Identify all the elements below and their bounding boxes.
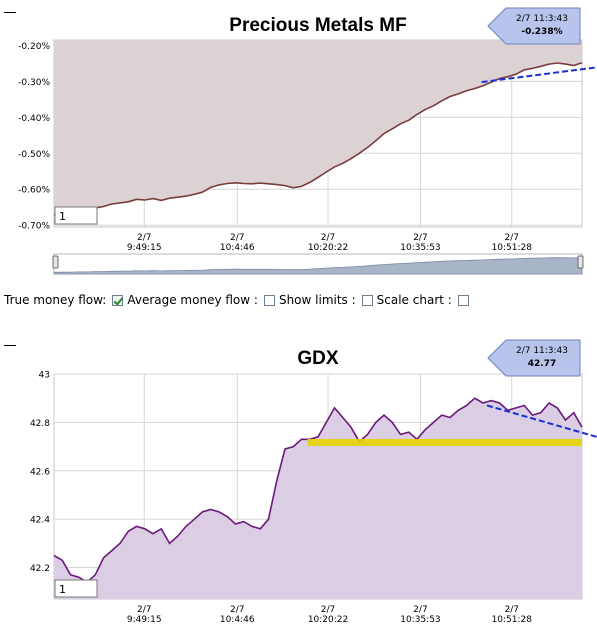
- y-tick-label: -0.70%: [18, 222, 50, 232]
- x-tick-date: 2/7: [413, 605, 427, 615]
- y-tick-label: -0.40%: [18, 114, 50, 124]
- show-limits-checkbox[interactable]: [263, 294, 275, 306]
- x-tick-time: 10:51:28: [492, 615, 533, 625]
- x-tick-time: 10:35:53: [400, 243, 440, 253]
- extra-checkbox[interactable]: [457, 294, 469, 306]
- interval-input[interactable]: [54, 206, 98, 225]
- y-tick-label: 43: [39, 371, 50, 381]
- x-tick-time: 10:4:46: [220, 615, 255, 625]
- x-tick-date: 2/7: [137, 605, 151, 615]
- x-tick-date: 2/7: [230, 233, 244, 243]
- minimize-dash-icon[interactable]: [4, 345, 16, 346]
- series-line: [53, 397, 583, 584]
- chart-title: Precious Metals MF: [229, 15, 406, 36]
- trend-line: [486, 404, 597, 439]
- interval-input-value: 1: [59, 583, 66, 596]
- x-tick-date: 2/7: [137, 233, 151, 243]
- chart-controls: True money flow: Average money flow : Sh…: [4, 293, 473, 307]
- tooltip-time: 2/7 11:3:43: [516, 346, 568, 356]
- tooltip-time: 2/7 11:3:43: [516, 14, 568, 24]
- scale-chart-checkbox[interactable]: [361, 294, 373, 306]
- tooltip-callout: [487, 339, 581, 377]
- tooltip-callout: [487, 7, 581, 45]
- navigator-area: [53, 257, 583, 275]
- navigator-left-handle[interactable]: [52, 255, 59, 269]
- trend-line: [481, 66, 597, 84]
- x-tick-date: 2/7: [321, 233, 335, 243]
- y-tick-label: 42.4: [30, 516, 50, 526]
- x-tick-time: 9:49:15: [127, 243, 162, 253]
- chart-title: GDX: [297, 348, 339, 369]
- x-tick-date: 2/7: [505, 233, 519, 243]
- series-area: [54, 398, 582, 599]
- y-tick-label: -0.50%: [18, 150, 50, 160]
- y-tick-label: -0.60%: [18, 186, 50, 196]
- gdx-chart: GDX4342.842.642.442.22/79:49:152/710:4:4…: [30, 339, 597, 625]
- x-tick-time: 9:49:15: [127, 615, 162, 625]
- y-tick-label: -0.20%: [18, 42, 50, 52]
- highlight-band: [307, 438, 582, 446]
- navigator-right-handle[interactable]: [577, 255, 584, 269]
- tooltip-value: -0.238%: [521, 27, 562, 37]
- precious-metals-chart: Precious Metals MF -0.20% -0.30% -0.40% -0.5…: [18, 7, 597, 275]
- x-tick-time: 10:51:28: [492, 243, 533, 253]
- average-money-flow-checkbox[interactable]: [112, 294, 124, 306]
- interval-input[interactable]: [54, 579, 98, 598]
- minimize-dash-icon[interactable]: [4, 12, 16, 13]
- x-tick-time: 10:4:46: [220, 243, 255, 253]
- show-limits-label: Show limits :: [278, 293, 356, 307]
- y-tick-label: 42.6: [30, 467, 50, 477]
- x-tick-date: 2/7: [413, 233, 427, 243]
- true-money-flow-label: True money flow:: [4, 293, 107, 307]
- scale-chart-label: Scale chart :: [376, 293, 452, 307]
- x-tick-time: 10:20:22: [308, 243, 348, 253]
- average-money-flow-label: Average money flow :: [127, 293, 258, 307]
- x-tick-time: 10:35:53: [400, 615, 440, 625]
- series-area: [54, 40, 582, 216]
- x-tick-date: 2/7: [230, 605, 244, 615]
- y-tick-label: 42.8: [30, 419, 50, 429]
- y-tick-label: -0.30%: [18, 78, 50, 88]
- interval-input-value: 1: [59, 210, 66, 223]
- tooltip-value: 42.77: [528, 359, 556, 369]
- x-tick-time: 10:20:22: [308, 615, 348, 625]
- x-tick-date: 2/7: [321, 605, 335, 615]
- x-tick-date: 2/7: [505, 605, 519, 615]
- y-tick-label: 42.2: [30, 564, 50, 574]
